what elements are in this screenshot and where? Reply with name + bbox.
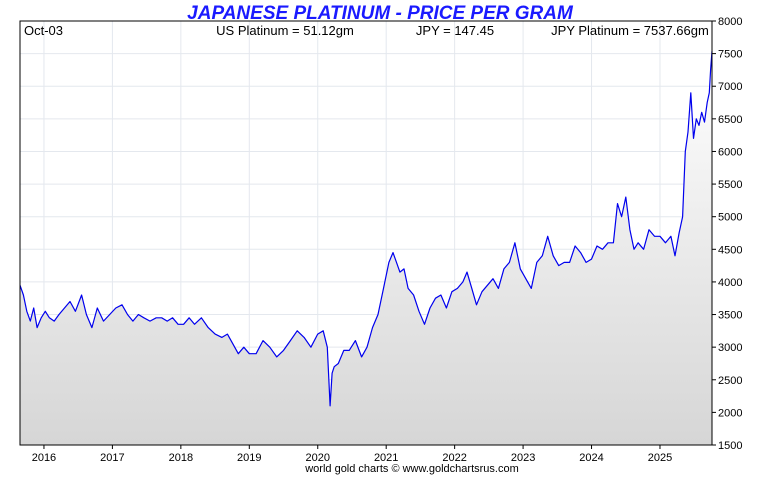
area-fill	[20, 51, 712, 445]
x-axis: 2016 2017 2018 2019 2020 2021 2022 2023 2024 2025	[32, 445, 672, 464]
y-tick-label: 5000	[718, 212, 742, 224]
x-tick-label: 2021	[374, 452, 398, 464]
y-tick-label: 6500	[718, 114, 742, 126]
x-tick-label: 2017	[100, 452, 124, 464]
series-area	[20, 51, 712, 445]
header-us-platinum: US Platinum = 51.12gm	[216, 23, 354, 38]
y-tick-label: 3500	[718, 310, 742, 322]
plot-border	[19, 20, 713, 446]
series-path	[19, 51, 713, 407]
header-date: Oct-03	[24, 23, 63, 38]
series-line	[19, 51, 713, 407]
x-tick-label: 2025	[648, 452, 672, 464]
y-tick-label: 7000	[718, 81, 742, 93]
y-tick-label: 1500	[718, 440, 742, 452]
header-jpy-platinum: JPY Platinum = 7537.66gm	[551, 23, 709, 38]
x-tick-label: 2023	[511, 452, 535, 464]
y-tick-label: 2000	[718, 407, 742, 419]
y-tick-label: 2500	[718, 375, 742, 387]
header-jpy-rate: JPY = 147.45	[416, 23, 494, 38]
y-tick-label: 4000	[718, 277, 742, 289]
x-tick-label: 2018	[169, 452, 193, 464]
x-tick-label: 2019	[237, 452, 261, 464]
y-tick-label: 3000	[718, 342, 742, 354]
y-tick-label: 7500	[718, 49, 742, 61]
x-tick-label: 2016	[32, 452, 56, 464]
y-tick-label: 4500	[718, 244, 742, 256]
x-tick-label: 2022	[442, 452, 466, 464]
footer-credit: world gold charts © www.goldchartsrus.co…	[304, 463, 519, 475]
y-axis: 1500 2000 2500 3000 3500 4000 4500 5000 5500 6000…	[712, 16, 742, 452]
chart-title: JAPANESE PLATINUM - PRICE PER GRAM	[187, 3, 574, 24]
y-tick-label: 6000	[718, 146, 742, 158]
x-tick-label: 2020	[306, 452, 330, 464]
y-tick-label: 8000	[718, 16, 742, 28]
x-tick-label: 2024	[579, 452, 603, 464]
y-tick-label: 5500	[718, 179, 742, 191]
